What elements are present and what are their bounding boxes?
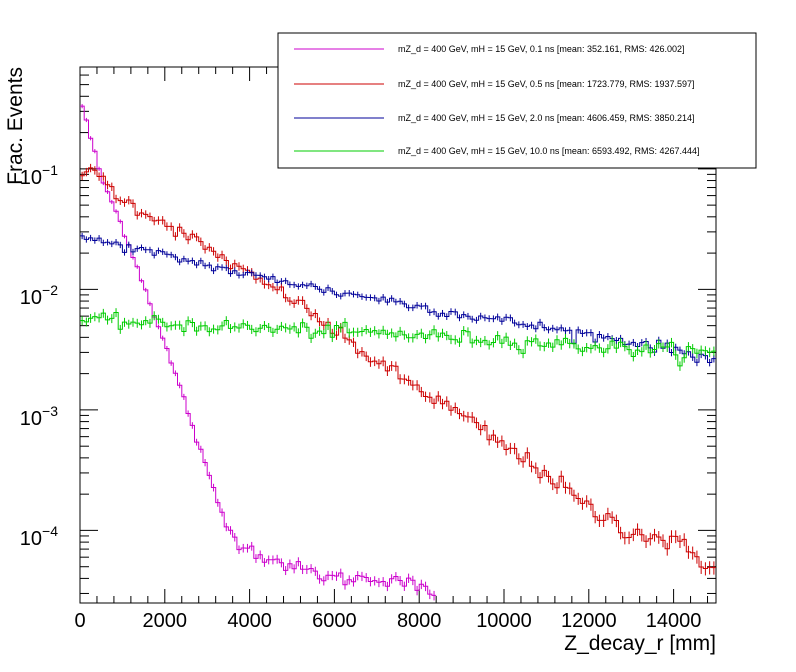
- x-tick-label-6: 12000: [561, 610, 617, 632]
- x-tick-label-3: 6000: [312, 610, 357, 632]
- series-line-1: [80, 167, 716, 569]
- legend-label-1: mZ_d = 400 GeV, mH = 15 GeV, 0.5 ns [mea…: [398, 79, 695, 89]
- series-3: [80, 308, 716, 371]
- series-layer: [80, 104, 716, 601]
- series-1: [80, 163, 716, 576]
- y-tick-label-1e-3: 10−3: [20, 403, 58, 430]
- x-tick-label-1: 2000: [143, 610, 188, 632]
- x-tick-label-2: 4000: [227, 610, 272, 632]
- series-line-2: [80, 235, 716, 363]
- series-line-3: [80, 312, 716, 367]
- x-tick-label-4: 8000: [397, 610, 442, 632]
- series-2: [80, 232, 716, 367]
- legend-label-2: mZ_d = 400 GeV, mH = 15 GeV, 2.0 ns [mea…: [398, 113, 695, 123]
- y-tick-label-1e-2: 10−2: [20, 282, 58, 309]
- y-axis-title: Frac. Events: [4, 67, 27, 185]
- y-tick-label-1e-4: 10−4: [20, 523, 58, 550]
- x-axis-title: Z_decay_r [mm]: [564, 632, 716, 655]
- legend-label-3: mZ_d = 400 GeV, mH = 15 GeV, 10.0 ns [me…: [398, 146, 700, 156]
- x-tick-label-0: 0: [74, 610, 85, 632]
- series-line-0: [80, 105, 437, 596]
- legend: mZ_d = 400 GeV, mH = 15 GeV, 0.1 ns [mea…: [277, 32, 757, 169]
- y-axis-ticks: [80, 74, 716, 594]
- x-tick-label-5: 10000: [476, 610, 532, 632]
- legend-box: [277, 32, 757, 169]
- legend-label-0: mZ_d = 400 GeV, mH = 15 GeV, 0.1 ns [mea…: [398, 44, 685, 54]
- x-tick-label-7: 14000: [646, 610, 702, 632]
- y-tick-label-1e-1: 10−1: [20, 162, 58, 189]
